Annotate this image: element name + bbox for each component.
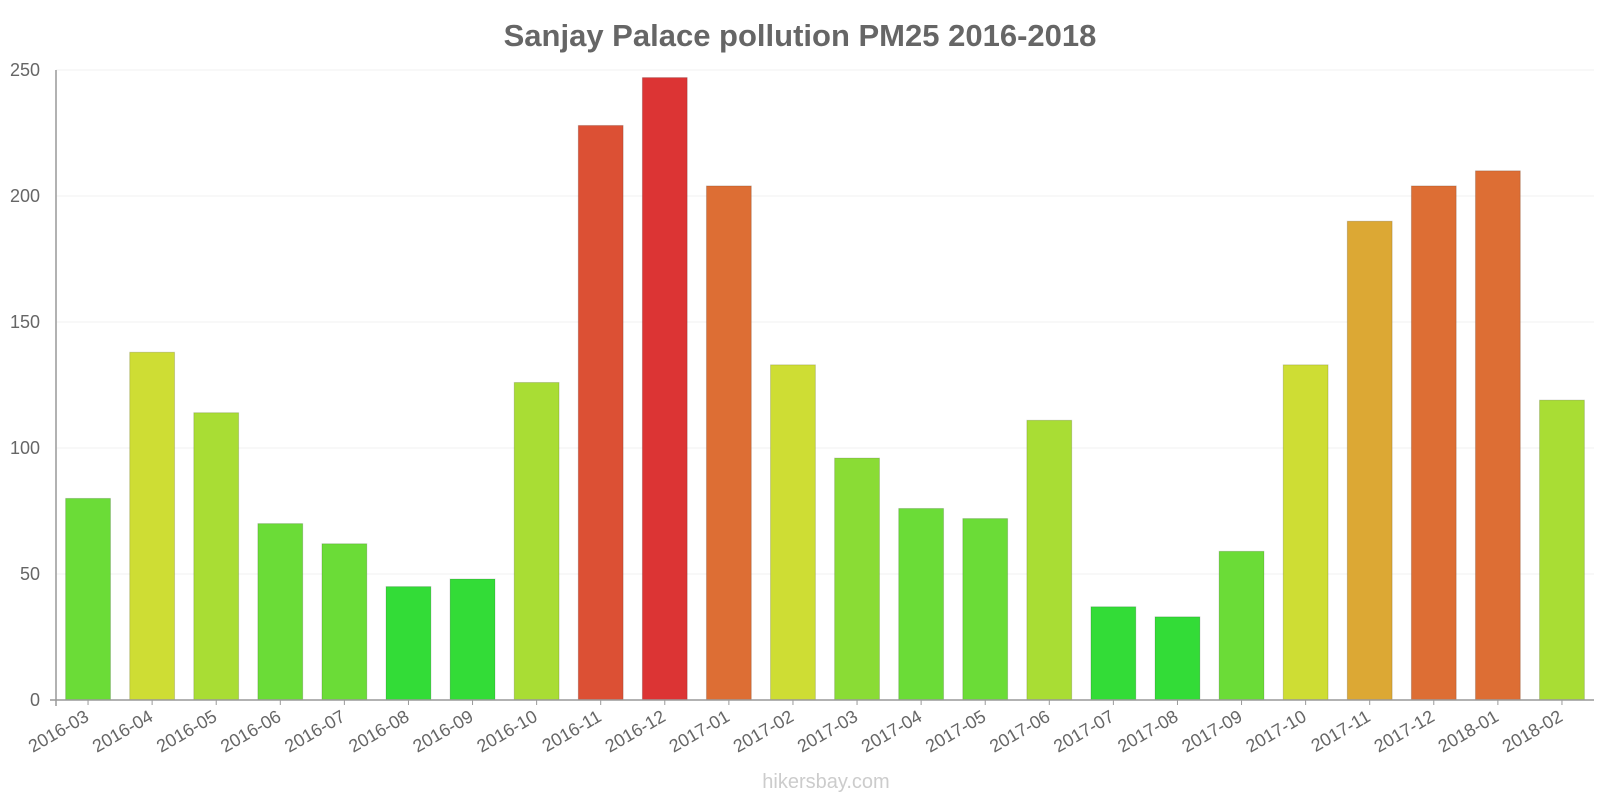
y-tick-label: 150 — [10, 312, 40, 332]
bar-2016-10 — [513, 381, 560, 701]
y-tick-label: 200 — [10, 186, 40, 206]
x-tick-label: 2017-12 — [1371, 706, 1438, 756]
bar-2017-08 — [1154, 616, 1201, 701]
y-tick-label: 50 — [20, 564, 40, 584]
bar-2017-03 — [834, 457, 880, 701]
bar-2016-03 — [65, 497, 111, 701]
chart-title: Sanjay Palace pollution PM25 2016-2018 — [504, 18, 1097, 53]
bar-2017-06 — [1026, 419, 1073, 701]
x-tick-label: 2017-09 — [1178, 706, 1245, 756]
bar-2018-01 — [1474, 170, 1521, 701]
x-tick-label: 2016-09 — [409, 706, 476, 756]
bar-2018-02 — [1539, 399, 1585, 701]
x-tick-label: 2017-08 — [1114, 706, 1181, 756]
x-tick-label: 2016-08 — [345, 706, 412, 756]
bar-2017-04 — [898, 507, 945, 701]
x-tick-label: 2016-06 — [217, 706, 284, 756]
grid-layer — [56, 69, 1594, 575]
bar-2016-08 — [385, 586, 432, 701]
x-tick-label: 2018-02 — [1499, 706, 1566, 756]
x-tick-label: 2017-03 — [794, 706, 861, 756]
bar-2016-11 — [577, 124, 624, 701]
bar-2017-09 — [1218, 550, 1265, 701]
bar-2017-01 — [705, 185, 752, 701]
x-tick-label: 2017-11 — [1308, 706, 1374, 756]
bar-2016-05 — [193, 412, 240, 701]
bar-2017-12 — [1410, 185, 1457, 701]
x-tick-label: 2016-11 — [539, 706, 605, 756]
x-tick-label: 2017-10 — [1242, 706, 1309, 756]
x-tick-label: 2018-01 — [1435, 706, 1502, 756]
bar-2016-04 — [129, 351, 176, 701]
bar-2016-09 — [449, 578, 496, 701]
y-tick-label: 0 — [30, 690, 40, 710]
y-tick-label: 100 — [10, 438, 40, 458]
x-tick-label: 2017-04 — [858, 706, 925, 756]
x-tick-label: 2016-10 — [473, 706, 540, 756]
bar-layer — [65, 77, 1585, 701]
bar-2017-05 — [962, 518, 1009, 701]
x-tick-label: 2017-07 — [1050, 706, 1117, 756]
x-tick-label: 2016-12 — [602, 706, 669, 756]
y-tick-label: 250 — [10, 60, 40, 80]
bar-2017-10 — [1282, 364, 1329, 701]
x-tick-label: 2016-04 — [89, 706, 156, 756]
x-tick-label: 2016-05 — [153, 706, 220, 756]
bar-2017-02 — [770, 364, 816, 701]
bar-2016-06 — [257, 523, 304, 701]
x-tick-label: 2016-07 — [281, 706, 348, 756]
bar-2016-12 — [641, 77, 688, 701]
x-tick-label: 2017-05 — [922, 706, 989, 756]
x-tick-label: 2017-01 — [666, 706, 733, 756]
bar-2017-07 — [1090, 606, 1137, 701]
x-tick-label: 2017-06 — [986, 706, 1053, 756]
x-tick-label: 2016-03 — [25, 706, 92, 756]
x-tick-label: 2017-02 — [730, 706, 797, 756]
bar-2016-07 — [321, 543, 368, 701]
bar-2017-11 — [1346, 220, 1393, 701]
watermark-text: hikersbay.com — [762, 771, 889, 793]
